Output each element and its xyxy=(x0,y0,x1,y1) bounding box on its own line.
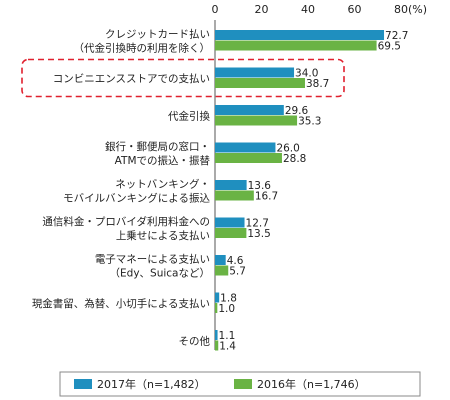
highlight-box xyxy=(21,58,345,98)
category-label: （代金引換時の利用を除く） xyxy=(74,42,211,55)
bar-2016 xyxy=(215,115,298,126)
legend-label: 2016年（n=1,746） xyxy=(257,377,366,391)
category-label: 通信料金・プロバイダ利用料金への xyxy=(42,215,210,228)
category-label: モバイルバンキングによる振込 xyxy=(63,192,210,205)
bar-value-label: 26.0 xyxy=(276,143,299,155)
bar-value-label: 4.6 xyxy=(227,255,244,267)
bar-2016 xyxy=(215,78,305,88)
category-label: コンビニエンスストアでの支払い xyxy=(53,72,210,85)
category-label: ATMでの振込・振替 xyxy=(115,154,211,167)
bar-value-label: 34.0 xyxy=(295,68,318,80)
bar-value-label: 29.6 xyxy=(285,105,309,117)
bar-value-label: 13.5 xyxy=(247,228,270,240)
x-tick-label: 20 xyxy=(255,3,269,16)
bar-2016 xyxy=(215,40,377,51)
bar-2016 xyxy=(215,265,229,276)
bar-value-label: 28.8 xyxy=(283,153,306,165)
bar-value-label: 1.4 xyxy=(219,341,236,353)
bar-value-label: 72.7 xyxy=(385,30,408,42)
bar-2016 xyxy=(215,153,282,163)
x-tick-label: 0 xyxy=(212,3,219,16)
bar-value-label: 1.8 xyxy=(220,293,237,305)
bar-2017 xyxy=(215,30,385,40)
bar-value-label: 16.7 xyxy=(255,191,278,203)
category-label: クレジットカード払い xyxy=(105,28,210,41)
category-label: 銀行・郵便局の窓口・ xyxy=(105,140,210,153)
bar-2017 xyxy=(215,292,220,303)
category-label: 上乗せによる支払い xyxy=(116,229,210,242)
bar-value-label: 38.7 xyxy=(306,78,329,90)
x-tick-label: 40 xyxy=(301,3,315,16)
bar-2017 xyxy=(215,255,226,265)
bar-value-label: 35.3 xyxy=(298,116,321,128)
bar-2017 xyxy=(215,217,245,228)
x-tick-label: 80(%) xyxy=(394,3,427,16)
bar-2016 xyxy=(215,228,247,238)
bar-value-label: 69.5 xyxy=(378,41,401,53)
x-tick-label: 60 xyxy=(348,3,362,16)
category-label: ネットバンキング・ xyxy=(115,178,210,191)
bar-2016 xyxy=(215,190,254,201)
bar-2016 xyxy=(215,303,218,313)
bar-2017 xyxy=(215,330,218,340)
bar-value-label: 1.1 xyxy=(219,330,236,342)
category-label: 電子マネーによる支払い xyxy=(95,253,210,266)
category-label: 代金引換 xyxy=(168,110,210,123)
bar-2017 xyxy=(215,180,247,190)
bar-2017 xyxy=(215,67,295,78)
category-label: 現金書留、為替、小切手による支払い xyxy=(32,297,210,310)
category-label: （Edy、Suicaなど） xyxy=(110,268,210,280)
category-label: その他 xyxy=(179,335,211,348)
bar-value-label: 13.6 xyxy=(248,180,272,192)
bar-value-label: 12.7 xyxy=(246,218,269,230)
legend-swatch xyxy=(74,379,92,389)
bar-2017 xyxy=(215,142,276,153)
legend-swatch xyxy=(234,379,252,389)
bar-value-label: 1.0 xyxy=(218,303,235,315)
bar-2016 xyxy=(215,340,219,351)
legend-label: 2017年（n=1,482） xyxy=(97,377,206,391)
bar-value-label: 5.7 xyxy=(229,266,246,278)
bar-2017 xyxy=(215,105,284,115)
